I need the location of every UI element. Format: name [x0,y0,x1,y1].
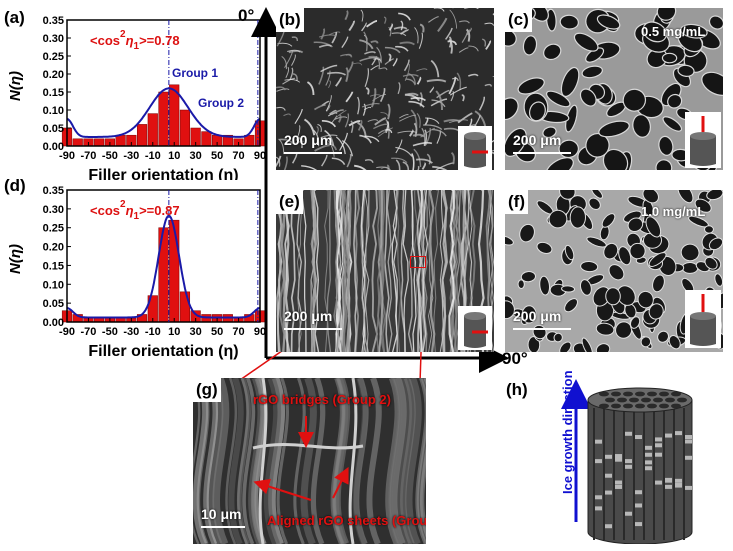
x-tick-label: -30 [123,150,139,162]
zoom-box [410,256,426,268]
scalebar-line-c [513,152,571,154]
plot-frame [66,19,261,147]
scalebar-e: 200 μm [284,308,333,324]
panel-label-h: (h) [506,380,528,399]
histogram-a: 0.00 0.05 0.10 0.15 0.20 0.25 0.30 0.35 -90 -70 -5… [7,15,266,180]
axis-label-0deg: 0° [238,6,255,25]
y-tick-label: 0.05 [43,298,64,310]
ice-growth-arrow [561,379,591,522]
sem-image-e: (e) 200 μm [276,190,494,352]
x-tick-label: -30 [123,326,139,338]
x-tick-label: 30 [190,150,202,162]
x-tick-label: -50 [102,326,118,338]
y-tick-label: 0.35 [43,185,64,197]
scalebar-line-f [513,328,571,330]
y-axis-label: N(η) [7,71,24,101]
y-tick-label: 0.00 [43,317,64,329]
scalebar-c: 200 μm [513,132,562,148]
y-tick-label: 0.20 [43,242,64,254]
y-tick-label: 0.35 [43,15,64,27]
annotation-arrows-g [253,416,349,501]
half-cylinder-icon [458,306,492,350]
y-tick-label: 0.25 [43,51,64,63]
group2-label: Group 2 [198,96,244,110]
sem-image-g: (g) rGO bridges (Group 2) Aligned rGO sh… [193,378,426,544]
x-tick-label: -70 [80,326,96,338]
cos2-annotation: <cos2η1>=0.78 [90,29,180,52]
panel-label-e: (e) [276,190,303,214]
x-tick-label: 10 [168,326,180,338]
y-tick-label: 0.10 [43,279,64,291]
cos2-annotation: <cos2η1>=0.87 [90,199,180,222]
x-axis-label: Filler orientation (η) [88,167,238,180]
aligned-sheets-label: Aligned rGO sheets (Group 1) [267,513,426,528]
scalebar-line-b [284,152,342,154]
x-tick-label: -10 [145,150,161,162]
axis-label-90deg: 90° [502,349,528,368]
honeycomb-cylinder-schematic [587,387,693,544]
x-tick-label: 10 [168,150,180,162]
y-tick-label: 0.05 [43,123,64,135]
x-tick-label: 90 [254,326,266,338]
sem-image-b: (b) 200 μm [276,8,494,170]
x-tick-label: -50 [102,150,118,162]
x-tick-label: 90 [254,150,266,162]
y-tick-label: 0.30 [43,33,64,45]
panel-label-c: (c) [505,8,532,32]
x-tick-label: 70 [232,326,244,338]
x-tick-label: -90 [59,326,75,338]
x-tick-label: -10 [145,326,161,338]
cylinder-top-icon [685,112,721,168]
concentration-f: 1.0 mg/mL [641,204,706,219]
panel-label-d: (d) [4,176,26,195]
x-tick-label: 50 [211,326,223,338]
bridges-label: rGO bridges (Group 2) [253,392,391,407]
scalebar-b: 200 μm [284,132,333,148]
x-tick-label: 50 [211,150,223,162]
y-tick-label: 0.15 [43,87,64,99]
group1-label: Group 1 [172,66,218,80]
x-tick-label: 70 [232,150,244,162]
y-tick-label: 0.00 [43,141,64,153]
y-tick-label: 0.10 [43,105,64,117]
x-tick-label: -70 [80,150,96,162]
x-tick-label: -90 [59,150,75,162]
scalebar-f: 200 μm [513,308,562,324]
fit-curve [66,87,261,138]
half-cylinder-icon [458,126,492,170]
y-tick-label: 0.15 [43,260,64,272]
y-axis-label: N(η) [7,244,24,274]
panel-label-b: (b) [276,8,304,32]
sem-image-f: (f) 1.0 mg/mL 200 μm [505,190,723,352]
panel-label-g: (g) [193,378,221,402]
concentration-c: 0.5 mg/mL [641,24,706,39]
x-axis-label: Filler orientation (η) [88,343,238,360]
scalebar-g: 10 μm [201,506,242,522]
ice-growth-label: Ice growth direction [560,370,575,494]
plot-frame [66,189,261,323]
histogram-d: 0.00 0.05 0.10 0.15 0.20 0.25 0.30 0.35 -90 -70 -5… [7,185,266,360]
sem-image-c: (c) 0.5 mg/mL 200 μm [505,8,723,170]
fit-curve [66,214,261,319]
x-tick-label: 30 [190,326,202,338]
y-tick-label: 0.30 [43,204,64,216]
scalebar-line-g [201,526,245,528]
scalebar-line-e [284,328,342,330]
cylinder-top-icon [685,290,721,348]
y-tick-label: 0.25 [43,223,64,235]
y-tick-label: 0.20 [43,69,64,81]
panel-label-a: (a) [4,8,25,27]
panel-label-f: (f) [505,190,528,214]
